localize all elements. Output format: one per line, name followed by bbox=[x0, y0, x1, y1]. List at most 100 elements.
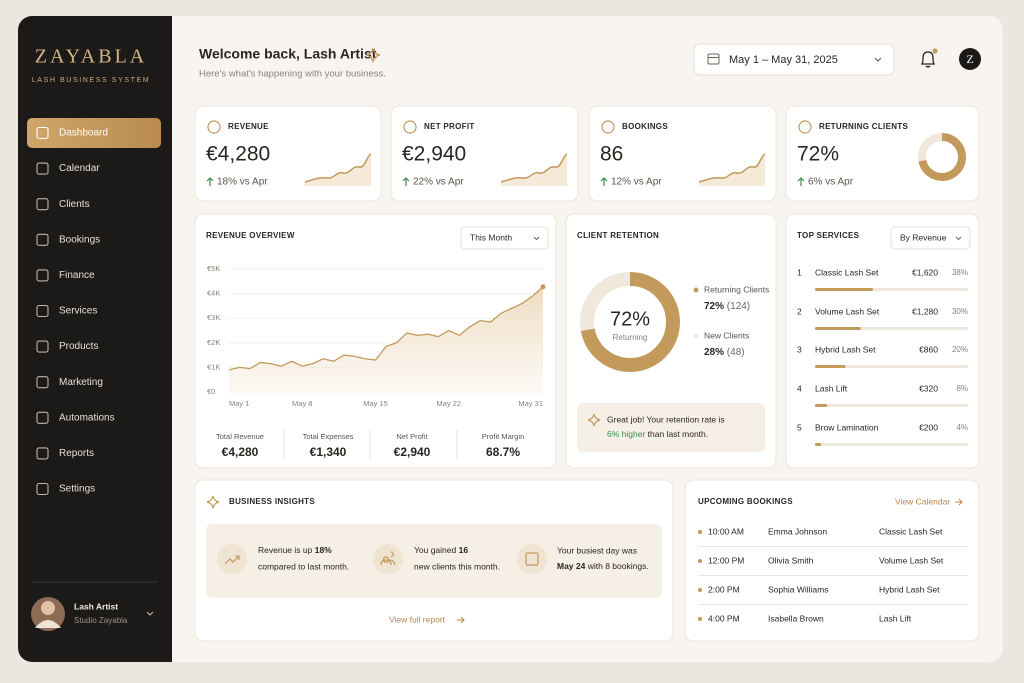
bar bbox=[815, 443, 822, 446]
services-filter[interactable] bbox=[890, 226, 971, 250]
service-revenue: €860 bbox=[919, 344, 938, 354]
avatar-body bbox=[35, 620, 61, 628]
booking-client[interactable]: Sophia Williams bbox=[768, 584, 828, 594]
kpi-label: BOOKINGS bbox=[622, 122, 668, 131]
booking-service: Lash Lift bbox=[879, 613, 912, 623]
revenue-summary: Total Revenue €4,280 Total Expenses €1,340 N… bbox=[216, 430, 524, 460]
retention-note-box bbox=[577, 403, 765, 452]
chevron bbox=[533, 236, 540, 241]
insight-post: with 8 bookings. bbox=[587, 561, 649, 571]
booking-client[interactable]: Olivia Smith bbox=[768, 555, 814, 565]
legend-percent: 28% bbox=[704, 347, 724, 358]
user-name: Lash Artist bbox=[74, 601, 118, 611]
card-title: TOP SERVICES bbox=[797, 231, 860, 240]
x-tick-label: May 8 bbox=[292, 399, 312, 408]
view-report-link[interactable]: View full report bbox=[389, 614, 446, 624]
insight-em: 18% bbox=[315, 545, 332, 555]
card-title: REVENUE OVERVIEW bbox=[206, 231, 295, 240]
bar-track bbox=[815, 365, 968, 368]
retention-note-rest: than last month. bbox=[648, 429, 708, 439]
service-share: 30% bbox=[952, 307, 968, 316]
bar-track bbox=[815, 404, 968, 407]
up-arrow bbox=[600, 177, 608, 186]
legend-label: Returning Clients bbox=[704, 284, 769, 294]
summary-value: €4,280 bbox=[222, 445, 259, 459]
nav-item[interactable]: Automations bbox=[59, 412, 115, 423]
insight-text: Revenue is up 18% bbox=[258, 545, 332, 555]
legend-label: New Clients bbox=[704, 330, 749, 340]
kpi-value: €4,280 bbox=[206, 143, 270, 166]
retention-center-label: Returning bbox=[613, 333, 648, 342]
legend-dot bbox=[693, 287, 699, 293]
service-share: 38% bbox=[952, 268, 968, 277]
view-calendar-link[interactable]: View Calendar bbox=[895, 496, 950, 506]
nav-item[interactable]: Settings bbox=[59, 484, 95, 495]
nav-icon bbox=[36, 233, 49, 246]
insight-em: 16 bbox=[459, 545, 469, 555]
user-studio: Studio Zayabla bbox=[74, 616, 128, 625]
kpi-icon bbox=[207, 120, 221, 134]
booking-service: Classic Lash Set bbox=[879, 526, 943, 536]
sparkle-icon bbox=[365, 47, 381, 63]
nav-item[interactable]: Finance bbox=[59, 270, 95, 281]
booking-client[interactable]: Emma Johnson bbox=[768, 526, 827, 536]
booking-service: Hybrid Lash Set bbox=[879, 584, 940, 594]
notification-bell[interactable] bbox=[920, 51, 936, 68]
nav-item[interactable]: Calendar bbox=[59, 163, 100, 174]
insight-pre: Revenue is up bbox=[258, 545, 313, 555]
insight-text: new clients this month. bbox=[414, 561, 500, 571]
bar bbox=[815, 404, 828, 407]
kpi-label: NET PROFIT bbox=[424, 122, 475, 131]
summary-value: 68.7% bbox=[486, 445, 520, 459]
nav-item[interactable]: Marketing bbox=[59, 377, 103, 388]
profile-initial: Z bbox=[966, 52, 973, 66]
insight-em: May 24 bbox=[557, 561, 586, 571]
notification-dot bbox=[932, 48, 938, 54]
donut-segment bbox=[918, 133, 966, 181]
nav-item[interactable]: Products bbox=[59, 341, 98, 352]
nav-item[interactable]: Services bbox=[59, 306, 97, 317]
avatar-face bbox=[41, 601, 55, 615]
service-revenue: €320 bbox=[919, 383, 938, 393]
kpi-label: REVENUE bbox=[228, 122, 269, 131]
service-name: Lash Lift bbox=[815, 383, 848, 393]
service-revenue: €1,620 bbox=[912, 267, 938, 277]
service-revenue: €200 bbox=[919, 422, 938, 432]
bar-track bbox=[815, 443, 968, 446]
sidebar bbox=[18, 16, 172, 662]
y-tick-label: €3K bbox=[207, 313, 220, 322]
user-menu-chevron[interactable] bbox=[146, 611, 154, 616]
nav-item[interactable]: Dashboard bbox=[59, 128, 108, 139]
booking-time: 12:00 PM bbox=[708, 555, 744, 565]
arrow-icon bbox=[955, 498, 963, 506]
nav-item[interactable]: Clients bbox=[59, 199, 90, 210]
sparkle-icon bbox=[206, 495, 220, 509]
service-share: 20% bbox=[952, 345, 968, 354]
summary-value: €2,940 bbox=[394, 445, 431, 459]
clients-icon bbox=[380, 551, 396, 566]
kpi-row: REVENUE €4,280 18% vs Apr NET PROFIT €2,940 2… bbox=[194, 105, 980, 202]
nav-icon bbox=[36, 269, 49, 282]
date-range-picker[interactable] bbox=[693, 43, 895, 76]
y-tick-label: €4K bbox=[207, 289, 220, 298]
y-tick-label: €5K bbox=[207, 264, 220, 273]
y-tick-label: €1K bbox=[207, 362, 220, 371]
kpi-label: RETURNING CLIENTS bbox=[819, 122, 908, 131]
insight-pre: You gained bbox=[414, 545, 457, 555]
period-filter[interactable] bbox=[460, 226, 549, 250]
booking-dot bbox=[698, 559, 702, 563]
bar bbox=[815, 288, 874, 291]
services-list: 1 Classic Lash Set €1,620 38%2 Volume Lash S… bbox=[797, 267, 968, 446]
kpi-value: €2,940 bbox=[402, 143, 466, 166]
nav-item[interactable]: Bookings bbox=[59, 234, 100, 245]
retention-highlight: 6% higher bbox=[607, 429, 645, 439]
kpi-change: 18% vs Apr bbox=[217, 177, 268, 188]
nav-icon bbox=[36, 198, 49, 211]
booking-client[interactable]: Isabella Brown bbox=[768, 613, 824, 623]
profile-avatar[interactable] bbox=[959, 48, 981, 70]
kpi-value: 72% bbox=[797, 143, 839, 166]
date-range: May 1 – May 31, 2025 bbox=[729, 54, 838, 66]
sparkline bbox=[500, 153, 568, 183]
nav-item[interactable]: Reports bbox=[59, 448, 94, 459]
